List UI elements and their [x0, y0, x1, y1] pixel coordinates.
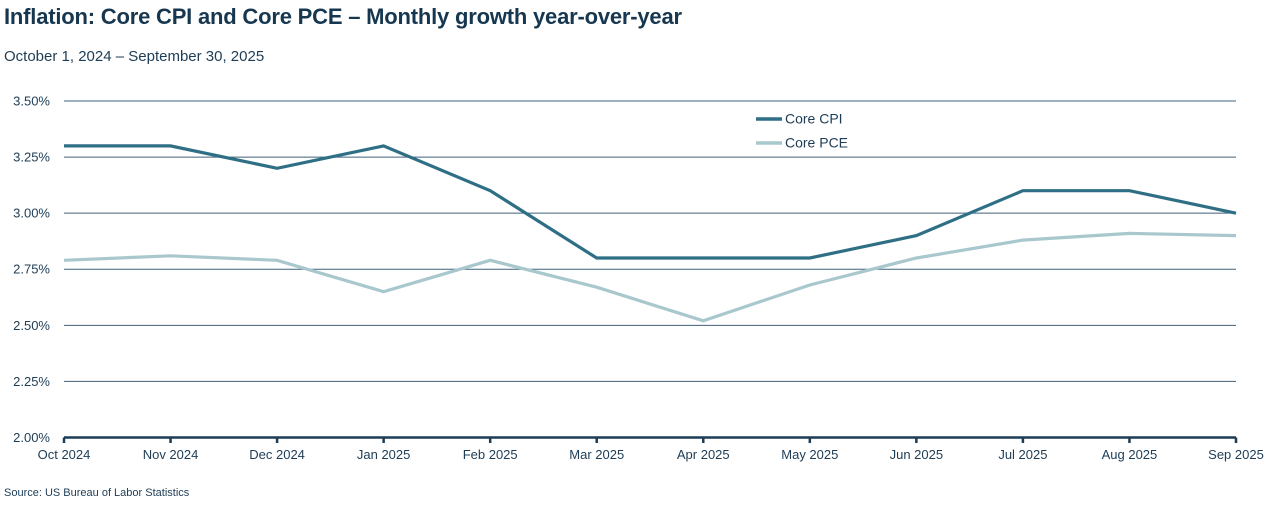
x-tick-label: Jul 2025 — [998, 447, 1047, 462]
y-tick-label: 3.25% — [13, 150, 50, 165]
x-tick-label: Dec 2024 — [249, 447, 305, 462]
x-tick-label: Aug 2025 — [1102, 447, 1158, 462]
x-tick-label: Oct 2024 — [38, 447, 91, 462]
x-tick-label: Jan 2025 — [357, 447, 411, 462]
y-tick-label: 3.50% — [13, 93, 50, 108]
series-line-core-cpi — [64, 144, 1237, 260]
chart-subtitle: October 1, 2024 – September 30, 2025 — [4, 48, 265, 65]
x-tick-label: Feb 2025 — [463, 447, 518, 462]
legend-label-core-pce: Core PCE — [785, 135, 848, 151]
x-tick-label: Apr 2025 — [677, 447, 730, 462]
series-line-core-pce — [63, 231, 1237, 323]
x-tick-label: Mar 2025 — [569, 447, 624, 462]
y-tick-label: 2.50% — [13, 318, 50, 333]
x-tick-label: Jun 2025 — [890, 447, 944, 462]
y-tick-label: 3.00% — [13, 206, 50, 221]
source-note: Source: US Bureau of Labor Statistics — [4, 487, 190, 499]
chart-title: Inflation: Core CPI and Core PCE – Month… — [4, 4, 682, 29]
y-tick-label: 2.75% — [13, 262, 50, 277]
legend-label-core-cpi: Core CPI — [785, 111, 843, 127]
y-tick-label: 2.00% — [13, 430, 50, 445]
x-tick-label: Nov 2024 — [143, 447, 199, 462]
x-tick-label: Sep 2025 — [1208, 447, 1264, 462]
y-tick-label: 2.25% — [13, 374, 50, 389]
x-tick-label: May 2025 — [781, 447, 838, 462]
